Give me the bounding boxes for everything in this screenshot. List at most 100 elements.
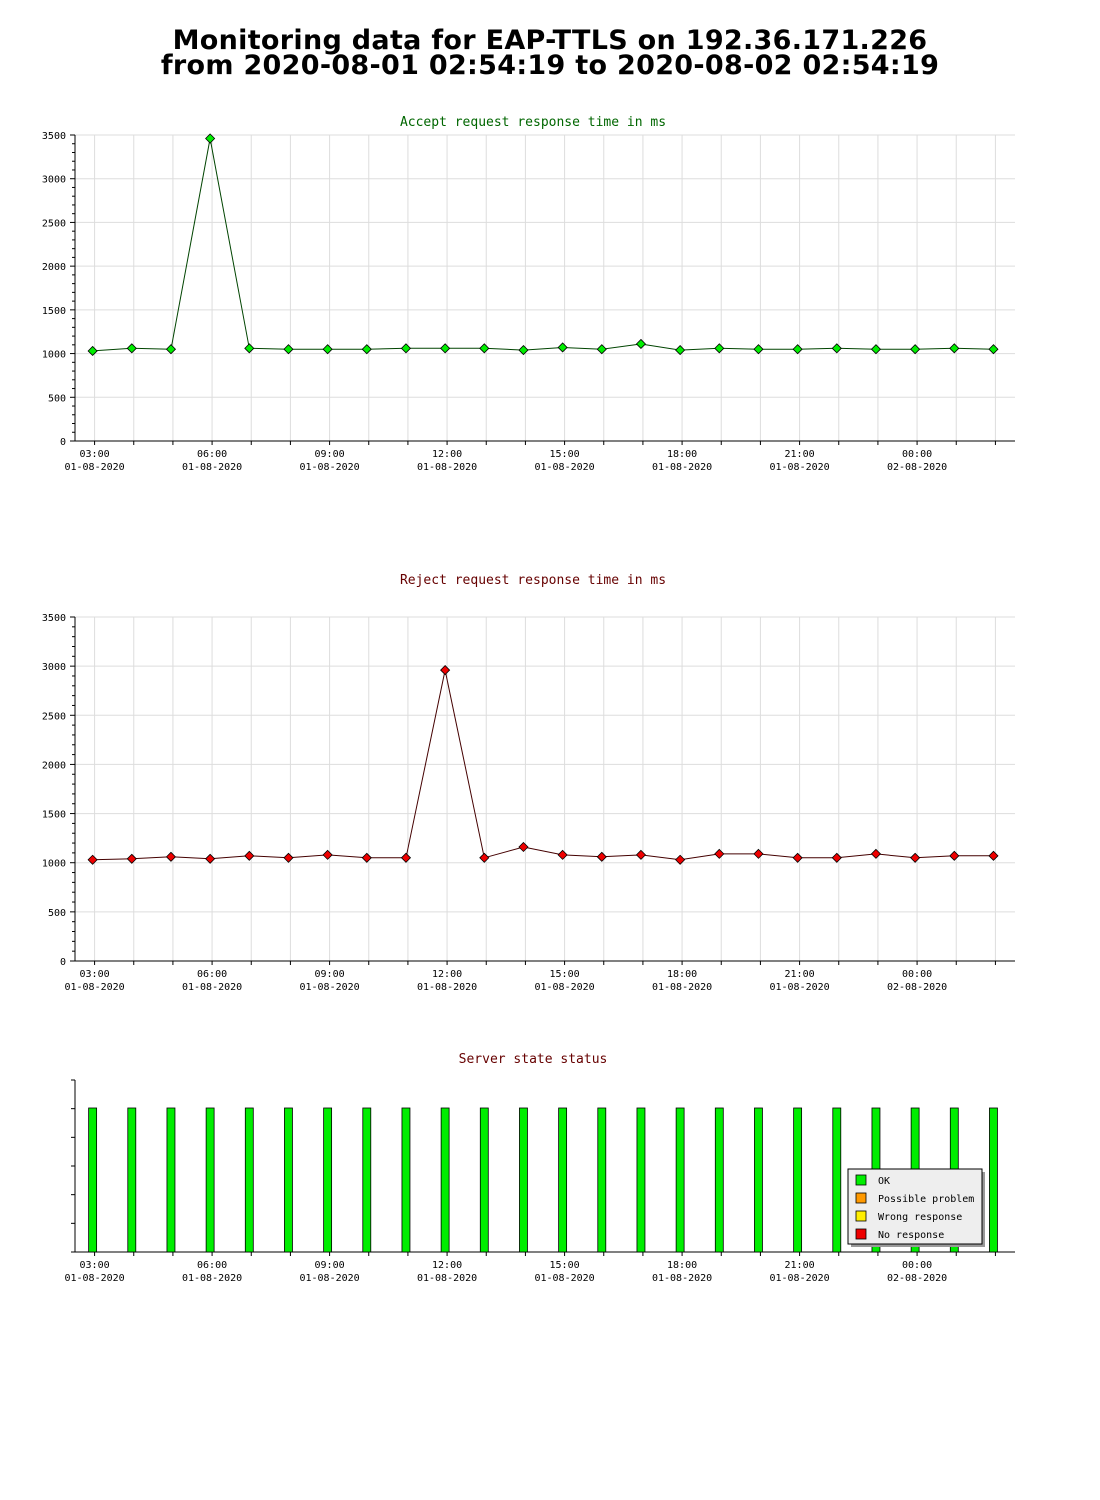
data-point (283, 852, 294, 863)
data-point (988, 344, 999, 355)
x-tick-label-time: 15:00 (550, 449, 580, 460)
y-tick-label: 0 (60, 957, 66, 968)
status-bar (636, 1107, 646, 1253)
x-tick-label-date: 01-08-2020 (417, 1273, 477, 1284)
status-bar (127, 1107, 137, 1253)
data-point (596, 851, 607, 862)
data-point (87, 854, 98, 865)
data-point (675, 345, 686, 356)
status-bar (401, 1107, 411, 1253)
status-bar (284, 1107, 293, 1253)
data-point (205, 133, 216, 144)
x-tick-label-time: 09:00 (315, 969, 345, 980)
data-point (479, 343, 490, 354)
y-tick-label: 0 (60, 437, 66, 448)
x-tick-label-date: 01-08-2020 (299, 1273, 359, 1284)
legend-label: Possible problem (878, 1194, 974, 1205)
data-point (557, 342, 568, 353)
status-bar (244, 1107, 254, 1253)
data-point (126, 853, 137, 864)
page-title-line-1: Monitoring data for EAP-TTLS on 192.36.1… (172, 25, 928, 56)
status-bar (440, 1107, 450, 1253)
status-bar (479, 1107, 489, 1253)
y-tick-label: 3500 (42, 613, 66, 624)
status-bar (362, 1107, 372, 1253)
data-point (518, 345, 529, 356)
y-tick-label: 1500 (42, 306, 66, 317)
data-point (988, 850, 999, 861)
x-tick-label-date: 01-08-2020 (64, 982, 124, 993)
data-point (831, 343, 842, 354)
x-tick-label-time: 21:00 (785, 449, 815, 460)
legend-label: Wrong response (878, 1212, 962, 1223)
x-tick-label-time: 00:00 (902, 969, 932, 980)
data-point (518, 841, 529, 853)
legend-label: OK (878, 1176, 890, 1187)
y-tick-label: 1000 (42, 350, 66, 361)
chart-title: Accept request response time in ms (400, 115, 666, 130)
status-bar (714, 1107, 724, 1253)
legend-box (847, 1168, 983, 1245)
data-point (596, 344, 607, 355)
status-bar (793, 1107, 803, 1253)
x-tick-label-time: 00:00 (902, 449, 932, 460)
legend-swatch (855, 1210, 867, 1222)
legend-swatch (855, 1228, 867, 1240)
data-point (831, 852, 842, 863)
y-tick-label: 3000 (42, 662, 66, 673)
x-tick-label-time: 00:00 (902, 1260, 932, 1271)
status-bar (519, 1107, 528, 1253)
x-tick-label-time: 06:00 (197, 1260, 227, 1271)
data-point (440, 343, 451, 354)
x-tick-label-time: 03:00 (80, 969, 110, 980)
x-tick-label-time: 18:00 (667, 449, 697, 460)
series-line (92, 669, 994, 861)
data-point (361, 344, 372, 355)
x-tick-label-date: 01-08-2020 (534, 982, 594, 993)
data-point (870, 848, 882, 859)
x-tick-label-date: 01-08-2020 (299, 982, 359, 993)
x-tick-label-time: 21:00 (785, 1260, 815, 1271)
data-point (400, 852, 412, 863)
y-tick-label: 2000 (42, 760, 66, 771)
series-line (92, 138, 994, 352)
data-point (753, 344, 764, 355)
x-tick-label-date: 01-08-2020 (652, 462, 712, 473)
status-bar (597, 1107, 607, 1253)
data-point (557, 849, 568, 860)
data-point (244, 343, 255, 354)
x-tick-label-date: 02-08-2020 (887, 462, 947, 473)
x-tick-label-time: 03:00 (80, 1260, 110, 1271)
status-bar (754, 1107, 763, 1253)
x-tick-label-date: 01-08-2020 (182, 982, 242, 993)
data-point (440, 665, 451, 676)
data-point (361, 852, 372, 863)
chart-title: Reject request response time in ms (400, 573, 666, 588)
x-tick-label-time: 06:00 (197, 449, 227, 460)
data-point (792, 344, 803, 355)
data-point (165, 344, 177, 355)
status-bar (832, 1107, 842, 1253)
data-point (126, 343, 137, 354)
data-point (244, 850, 255, 861)
status-bar (166, 1107, 176, 1253)
x-tick-label-date: 01-08-2020 (182, 1273, 242, 1284)
data-point (165, 851, 177, 862)
y-tick-label: 3500 (42, 131, 66, 142)
y-tick-label: 1000 (42, 859, 66, 870)
x-tick-label-date: 01-08-2020 (769, 982, 829, 993)
x-tick-label-time: 12:00 (432, 969, 462, 980)
data-point (675, 854, 686, 865)
x-tick-label-time: 06:00 (197, 969, 227, 980)
x-tick-label-time: 18:00 (667, 969, 697, 980)
status-bar (675, 1107, 685, 1253)
data-point (910, 852, 921, 863)
data-point (910, 344, 921, 355)
x-tick-label-date: 01-08-2020 (534, 1273, 594, 1284)
data-point (322, 344, 333, 355)
x-tick-label-date: 01-08-2020 (182, 462, 242, 473)
page-title-line-2: from 2020-08-01 02:54:19 to 2020-08-02 0… (160, 50, 940, 81)
chart-title: Server state status (459, 1052, 608, 1067)
x-tick-label-date: 01-08-2020 (299, 462, 359, 473)
